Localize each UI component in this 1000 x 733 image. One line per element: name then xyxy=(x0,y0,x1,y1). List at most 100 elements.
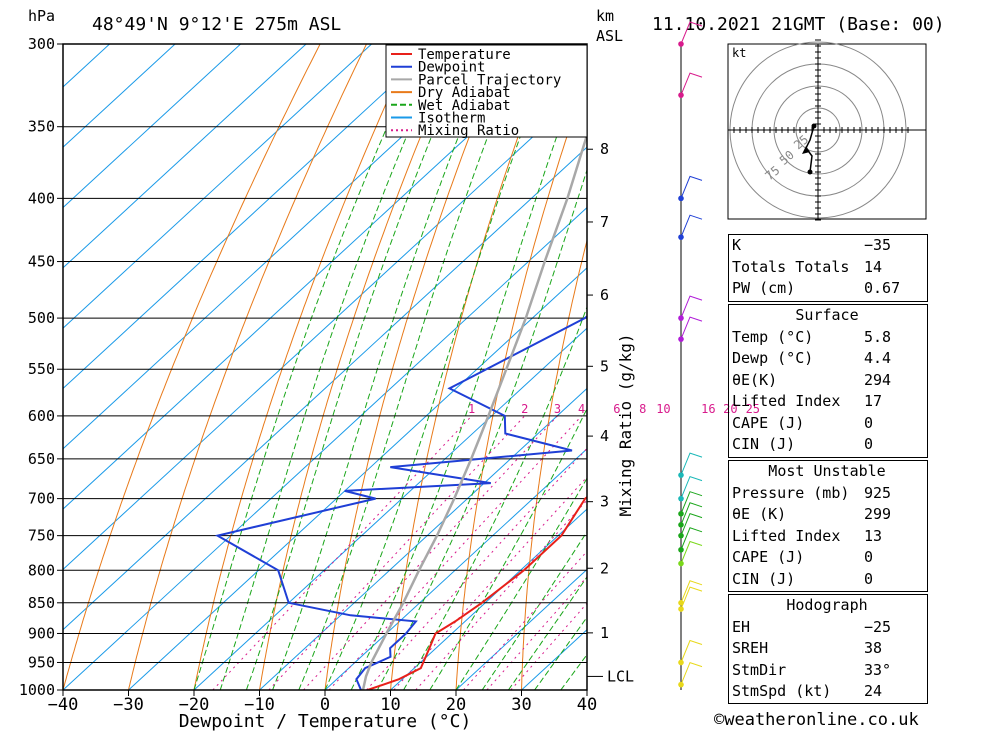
table-row: CIN (J) 0 xyxy=(728,569,926,591)
row-value: 14 xyxy=(864,257,883,276)
pressure-tick-label: 550 xyxy=(28,360,55,378)
mixing-ratio-label: 16 xyxy=(701,402,715,416)
row-label: θE (K) xyxy=(732,505,787,523)
hodograph-unit: kt xyxy=(732,46,746,60)
table-row: CAPE (J) 0 xyxy=(728,547,926,569)
hodograph-box xyxy=(728,594,928,704)
mixing-ratio-label: 2 xyxy=(521,402,528,416)
wind-barb-dot xyxy=(678,472,684,478)
row-value: 13 xyxy=(864,526,883,545)
table-row: Temp (°C) 5.8 xyxy=(728,327,926,349)
table-row: StmSpd (kt) 24 xyxy=(728,681,926,703)
wind-barb xyxy=(680,661,703,685)
wind-barb-dot xyxy=(678,92,684,98)
wind-barb-dot xyxy=(678,681,684,688)
temperature-axis: −40 −30 −20 −10 0 10 20 30 40 xyxy=(48,690,597,715)
x-axis-label: Dewpoint / Temperature (°C) xyxy=(179,711,472,732)
pressure-tick-label: 850 xyxy=(28,594,55,612)
height-tick-label: 5 xyxy=(600,357,609,375)
wind-barb xyxy=(680,639,703,663)
row-label: CAPE (J) xyxy=(732,413,805,432)
wind-barb-dot xyxy=(678,560,684,567)
table-row: Pressure (mb) 925 xyxy=(728,483,926,505)
surface-table: Surface Temp (°C) 5.8 Dewp (°C) 4.4 θE(K) 294 L… xyxy=(728,305,926,456)
table-row: Lifted Index 17 xyxy=(728,391,926,413)
temperature-tick-label: 0 xyxy=(320,695,330,715)
footer-credit: ©weatheronline.co.uk xyxy=(714,710,919,730)
surface-box xyxy=(728,304,928,458)
pressure-tick-label: 650 xyxy=(28,450,55,468)
wind-barb xyxy=(680,540,703,564)
mixing-ratio-axis-label: Mixing Ratio (g/kg) xyxy=(616,333,635,516)
temperature-tick-label: 30 xyxy=(511,695,531,715)
wind-barb xyxy=(680,502,703,525)
temperature-tick-label: 10 xyxy=(380,695,400,715)
dry-adiabat-line xyxy=(127,44,368,690)
temperature-tick-label: −20 xyxy=(179,695,210,715)
legend-label: Wet Adiabat xyxy=(418,98,511,114)
row-label: Pressure (mb) xyxy=(732,483,850,502)
isotherm-line xyxy=(63,44,438,390)
mixing-ratio-label: 10 xyxy=(656,402,670,416)
height-axis: 8 7 6 5 4 3 2 1 LCL xyxy=(587,140,634,685)
row-value: 294 xyxy=(864,370,892,389)
dry-adiabat-line xyxy=(193,44,414,690)
wind-barb-dot xyxy=(678,522,684,528)
isotherm-line xyxy=(63,44,111,88)
table-row: PW (cm) 0.67 xyxy=(728,278,926,300)
table-row: Totals Totals 14 xyxy=(728,257,926,279)
table-row: CAPE (J) 0 xyxy=(728,413,926,435)
pressure-axis: 300 350 400 450 500 550 600 650 700 750 800 850 900 9… xyxy=(19,35,63,699)
row-label: PW (cm) xyxy=(732,279,796,297)
temperature-tick-label: −40 xyxy=(48,695,79,715)
isotherm-line xyxy=(63,44,373,329)
wind-barb xyxy=(680,21,703,45)
wind-barb xyxy=(680,72,703,96)
wind-barb xyxy=(680,175,703,199)
dewpoint-line xyxy=(214,315,587,690)
dry-adiabat-line xyxy=(455,75,587,690)
row-label: K xyxy=(732,236,742,254)
wind-barb-dot xyxy=(678,532,684,539)
mixing-ratio-line xyxy=(393,476,587,690)
dry-adiabat-line xyxy=(389,44,553,690)
table-row: StmDir 33° xyxy=(728,660,926,682)
height-tick-label: 3 xyxy=(600,493,609,511)
row-label: CAPE (J) xyxy=(732,548,805,566)
wet-adiabat-line xyxy=(219,44,447,690)
row-value: 33° xyxy=(864,660,892,679)
pressure-tick-label: 800 xyxy=(28,561,55,579)
isotherm-line xyxy=(193,327,587,690)
pressure-tick-label: 500 xyxy=(28,309,55,327)
pressure-tick-label: 750 xyxy=(28,527,55,545)
table-row: Dewp (°C) 4.4 xyxy=(728,348,926,370)
height-tick-label: 2 xyxy=(600,559,609,577)
mixing-ratio-line xyxy=(463,550,587,690)
mixing-ratio-line xyxy=(268,415,526,690)
row-label: EH xyxy=(732,617,751,636)
table-title: Hodograph xyxy=(786,596,868,614)
legend-label: Isotherm xyxy=(418,111,485,127)
row-label: Lifted Index xyxy=(732,526,841,545)
wet-adiabat-line xyxy=(245,44,471,690)
wind-barb xyxy=(680,295,703,319)
row-value: −25 xyxy=(864,617,892,636)
row-value: 0 xyxy=(864,548,874,566)
table-row: K −35 xyxy=(728,235,926,257)
row-value: 925 xyxy=(864,483,892,502)
pressure-tick-label: 450 xyxy=(28,253,55,271)
isotherm-line xyxy=(258,387,587,690)
lcl-label: LCL xyxy=(607,667,634,685)
row-label: CIN (J) xyxy=(732,435,796,453)
mixing-ratio-line xyxy=(486,576,587,690)
height-tick-label: 4 xyxy=(600,427,609,445)
row-value: 38 xyxy=(864,639,883,657)
temperature-tick-label: −30 xyxy=(113,695,144,715)
row-value: 299 xyxy=(864,505,892,523)
row-value: 24 xyxy=(864,682,883,700)
wet-adiabat-line xyxy=(193,44,425,690)
hodograph-table: Hodograph EH −25 SREH 38 StmDir 33° StmSpd (kt)… xyxy=(728,595,926,703)
pressure-tick-label: 1000 xyxy=(19,681,55,699)
